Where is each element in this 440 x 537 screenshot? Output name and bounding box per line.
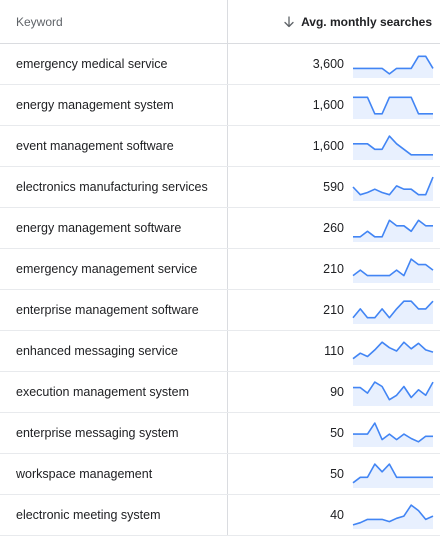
keyword-cell: electronic meeting system [0,495,228,535]
trend-line [352,504,434,526]
trend-area [353,382,433,406]
avg-searches-cell: 590 [228,167,440,207]
arrow-down-icon [284,15,294,27]
table-row[interactable]: emergency management service 210 [0,249,440,290]
trend-sparkline [353,422,433,447]
avg-searches-cell: 260 [228,208,440,248]
trend-area [353,136,433,160]
trend-line [353,55,434,75]
keyword-cell: energy management system [0,85,228,125]
avg-searches-cell: 3,600 [228,44,440,84]
avg-searches-value: 210 [323,303,344,317]
trend-sparkline [353,219,433,242]
trend-line [352,463,433,484]
avg-searches-value: 90 [330,385,344,399]
trend-sparkline [352,341,434,365]
trend-line [352,300,434,319]
trend-line [353,381,434,401]
table-row[interactable]: event management software 1,600 [0,126,440,167]
trend-sparkline [353,381,434,406]
trend-line [352,176,434,196]
avg-searches-cell: 210 [228,290,440,330]
avg-searches-value: 50 [330,426,344,440]
trend-area [353,97,433,119]
avg-searches-value: 3,600 [312,57,344,71]
trend-line [352,341,434,360]
trend-area [353,423,433,447]
keyword-cell: enterprise management software [0,290,228,330]
avg-searches-value: 260 [323,221,344,235]
keyword-cell: event management software [0,126,228,166]
trend-area [353,56,433,78]
table-row[interactable]: energy management system 1,600 [0,85,440,126]
avg-searches-cell: 1,600 [228,126,440,166]
avg-searches-value: 590 [323,180,344,194]
trend-line [352,258,434,277]
keyword-cell: emergency management service [0,249,228,289]
avg-searches-value: 1,600 [312,139,344,153]
avg-searches-cell: 50 [228,454,440,494]
keyword-cell: execution management system [0,372,228,412]
trend-area [353,464,433,488]
table-body: emergency medical service 3,600 energy man… [0,44,440,536]
avg-searches-value: 110 [324,344,344,358]
avg-header-label: Avg. monthly searches [301,14,432,29]
trend-area [353,505,433,529]
keyword-cell: enterprise messaging system [0,413,228,453]
avg-searches-value: 50 [330,467,344,481]
avg-searches-cell: 110 [228,331,440,371]
table-row[interactable]: enterprise management software 210 [0,290,440,331]
avg-searches-cell: 1,600 [228,85,440,125]
table-header: Keyword Avg. monthly searches [0,0,440,44]
keyword-column-header[interactable]: Keyword [0,0,228,44]
avg-searches-value: 1,600 [312,98,344,112]
avg-searches-cell: 210 [228,249,440,289]
trend-area [353,220,433,242]
keyword-header-label: Keyword [16,14,63,29]
trend-line [353,135,433,156]
trend-line [353,96,433,115]
table-row[interactable]: electronic meeting system 40 [0,495,440,536]
keyword-cell: enhanced messaging service [0,331,228,371]
table-row[interactable]: execution management system 90 [0,372,440,413]
keyword-cell: energy management software [0,208,228,248]
trend-area [353,177,433,201]
avg-searches-cell: 90 [228,372,440,412]
trend-sparkline [352,258,434,283]
trend-line [353,422,433,443]
keyword-cell: workspace management [0,454,228,494]
table-row[interactable]: energy management software 260 [0,208,440,249]
table-row[interactable]: enhanced messaging service 110 [0,331,440,372]
table-row[interactable]: workspace management 50 [0,454,440,495]
trend-area [353,259,433,283]
table-row[interactable]: emergency medical service 3,600 [0,44,440,85]
avg-searches-value: 40 [330,508,344,522]
trend-sparkline [353,135,433,160]
trend-sparkline [353,55,434,78]
avg-searches-cell: 50 [228,413,440,453]
trend-line [353,219,433,238]
keyword-cell: electronics manufacturing services [0,167,228,207]
trend-sparkline [352,463,433,488]
avg-monthly-searches-column-header[interactable]: Avg. monthly searches [228,0,440,44]
trend-sparkline [352,300,434,324]
trend-sparkline [353,96,433,119]
trend-sparkline [352,176,434,201]
keyword-cell: emergency medical service [0,44,228,84]
trend-sparkline [352,504,434,529]
table-row[interactable]: electronics manufacturing services 590 [0,167,440,208]
table-row[interactable]: enterprise messaging system 50 [0,413,440,454]
avg-searches-cell: 40 [228,495,440,535]
avg-searches-value: 210 [323,262,344,276]
